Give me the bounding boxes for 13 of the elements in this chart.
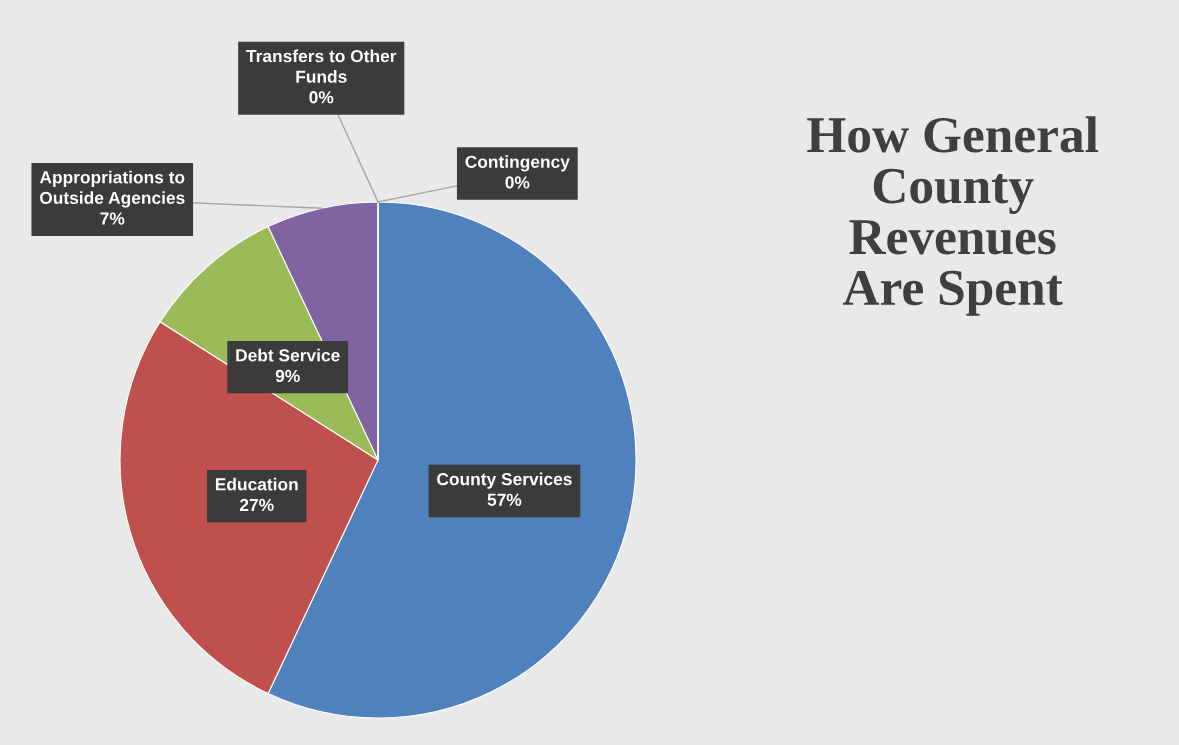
slice-label: Appropriations to Outside Agencies xyxy=(39,170,185,208)
slice-label: Education xyxy=(215,477,298,491)
slice-label: County Services xyxy=(437,472,572,489)
category-label: Contingency xyxy=(465,155,570,172)
text: 0% xyxy=(309,91,334,104)
data-label: 9% xyxy=(275,369,300,383)
text: 0% xyxy=(505,176,530,189)
data-label: 7% xyxy=(100,212,125,225)
data-label: 27% xyxy=(239,498,274,512)
slice-label: Debt Service xyxy=(236,348,340,362)
data-label: 57% xyxy=(487,493,522,506)
text: How General County Revenues Are Spent xyxy=(807,116,1099,316)
category-label: Transfers to Other Funds xyxy=(246,49,397,83)
